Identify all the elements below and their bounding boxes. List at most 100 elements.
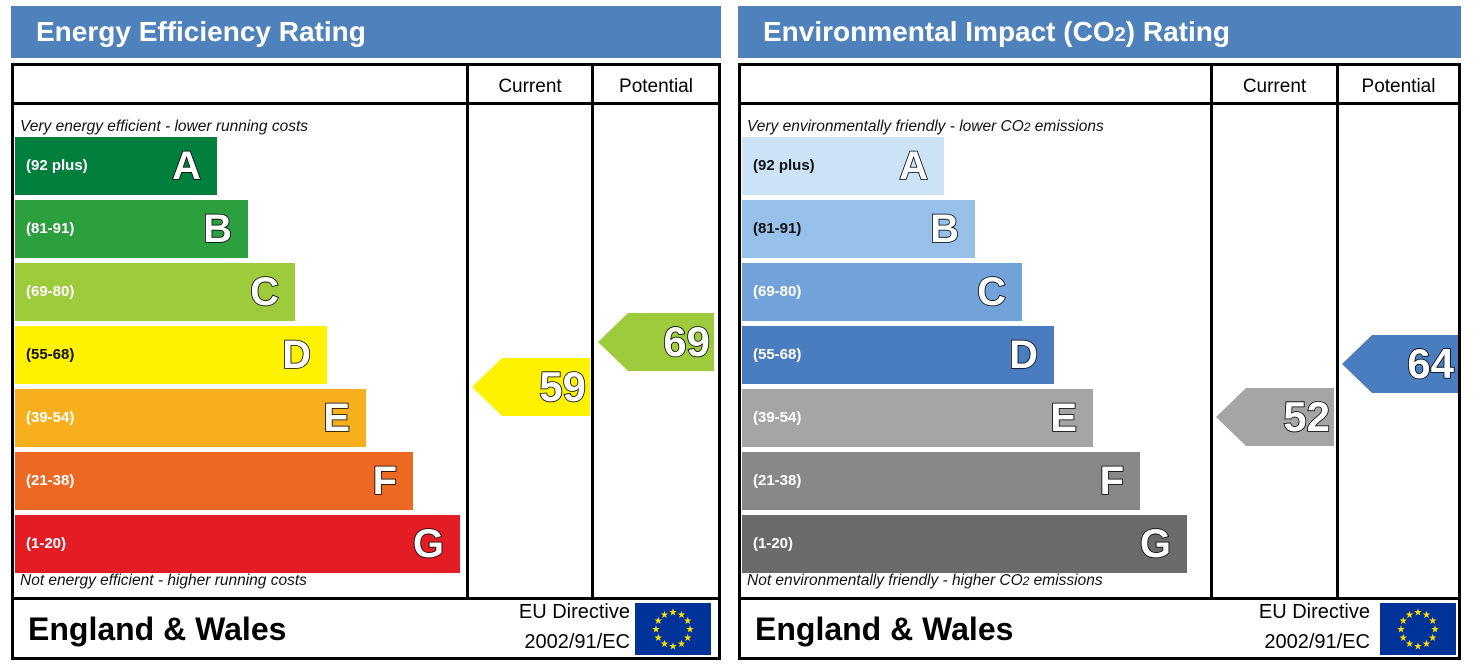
env-band-b: (81-91) B [742, 200, 975, 258]
energy-band-f-range: (21-38) [26, 472, 75, 489]
energy-eu-directive: EU Directive 2002/91/EC [519, 597, 630, 657]
energy-footer-region: England & Wales [28, 611, 287, 647]
energy-band-c-letter: C [249, 269, 279, 315]
eu-star: ★ [686, 625, 695, 636]
energy-band-c: (69-80) C [15, 263, 295, 321]
eu-star: ★ [1422, 639, 1431, 650]
env-band-d: (55-68) D [742, 326, 1054, 384]
env-band-e-letter: E [1050, 395, 1078, 441]
rating-arrow-shape [472, 357, 590, 416]
eu-star: ★ [1428, 616, 1437, 627]
eu-star: ★ [1405, 610, 1414, 621]
energy-band-g-range: (1-20) [26, 535, 67, 552]
env-band-c-letter: C [976, 269, 1006, 315]
rating-arrow-fill [598, 313, 714, 371]
energy-band-a: (92 plus) A [15, 137, 217, 195]
env-chart-frame: Current Potential Very environmentally f… [738, 63, 1461, 660]
energy-chart-frame: Current Potential Very energy efficient … [11, 63, 721, 660]
env-band-b-letter: B [929, 206, 959, 252]
energy-current-arrow: 59 [472, 357, 590, 416]
environmental-impact-chart: Environmental Impact (CO2) Rating Curren… [738, 6, 1461, 660]
energy-potential-header: Potential [619, 76, 693, 97]
rating-arrow-fill [1342, 335, 1458, 394]
energy-band-d-letter: D [281, 332, 311, 378]
env-band-a-range: (92 plus) [753, 157, 815, 174]
env-potential-arrow: 64 [1342, 335, 1458, 394]
eu-stars: ★★★★★★★★★ ★ ★★ [652, 608, 695, 653]
env-band-f: (21-38) F [742, 452, 1140, 510]
env-top-note: Very environmentally friendly - lower CO… [747, 118, 1104, 135]
eu-star: ★ [1431, 625, 1440, 636]
eu-star: ★ [683, 616, 692, 627]
eu-star: ★ [1397, 625, 1406, 636]
energy-band-f: (21-38) F [15, 452, 413, 510]
rating-arrow-value: 52 [1282, 392, 1330, 441]
env-band-c-range: (69-80) [753, 283, 802, 300]
eu-star: ★ [1428, 633, 1437, 644]
env-eu-line2: 2002/91/EC [1264, 631, 1370, 653]
env-band-f-range: (21-38) [753, 472, 802, 489]
energy-efficiency-chart: Energy Efficiency Rating Current Potenti… [11, 6, 721, 660]
env-band-c: (69-80) C [742, 263, 1022, 321]
eu-star: ★ [1422, 610, 1431, 621]
energy-eu-line1: EU Directive [518, 601, 630, 623]
eu-stars: ★★★★★★★★★ ★ ★★ [1397, 608, 1440, 653]
eu-star: ★ [654, 633, 663, 644]
eu-flag-icon: ★ ★ ★ ★ ★ ★ ★ ★ ★ ★ ★ ★ [635, 603, 711, 655]
env-band-e: (39-54) E [742, 389, 1093, 447]
energy-band-e: (39-54) E [15, 389, 366, 447]
eu-star: ★ [1414, 642, 1423, 653]
eu-star: ★ [1405, 639, 1414, 650]
env-band-d-range: (55-68) [753, 346, 802, 363]
rating-arrow-shape [1216, 387, 1334, 446]
rating-arrow-value: 64 [1406, 339, 1454, 388]
energy-bottom-note: Not energy efficient - higher running co… [20, 572, 307, 589]
env-band-b-range: (81-91) [753, 220, 802, 237]
env-band-e-range: (39-54) [753, 409, 802, 426]
env-chart-title: Environmental Impact (CO2) Rating [738, 6, 1461, 58]
env-band-a-letter: A [898, 143, 928, 189]
energy-band-b-letter: B [202, 206, 232, 252]
eu-star: ★ [683, 633, 692, 644]
env-current-arrow: 52 [1216, 387, 1334, 446]
eu-star: ★ [677, 639, 686, 650]
energy-band-g-letter: G [412, 521, 445, 567]
eu-star: ★ [677, 610, 686, 621]
env-band-g: (1-20) G [742, 515, 1187, 573]
env-bottom-note: Not environmentally friendly - higher CO… [747, 572, 1103, 589]
eu-star: ★ [660, 610, 669, 621]
eu-star: ★ [660, 639, 669, 650]
env-eu-directive: EU Directive 2002/91/EC [1259, 597, 1370, 657]
eu-star: ★ [654, 616, 663, 627]
env-band-g-letter: G [1139, 521, 1172, 567]
env-band-d-letter: D [1008, 332, 1038, 378]
rating-arrow-value: 59 [538, 362, 586, 411]
eu-star: ★ [669, 642, 678, 653]
eu-star: ★ [652, 625, 661, 636]
eu-star: ★ [1399, 616, 1408, 627]
energy-potential-arrow: 69 [598, 313, 714, 371]
energy-band-g: (1-20) G [15, 515, 460, 573]
energy-chart-title: Energy Efficiency Rating [11, 6, 721, 58]
rating-arrow-fill [1216, 387, 1334, 446]
rating-arrow-shape [598, 313, 714, 371]
env-eu-line1: EU Directive [1258, 601, 1370, 623]
eu-star: ★ [1414, 608, 1423, 619]
env-band-g-range: (1-20) [753, 535, 794, 552]
eu-flag-icon: ★ ★ ★ ★ ★ ★ ★ ★ ★ ★ ★ ★ [1380, 603, 1456, 655]
rating-arrow-value: 69 [662, 317, 710, 366]
eu-star: ★ [669, 608, 678, 619]
env-band-a: (92 plus) A [742, 137, 944, 195]
rating-arrow-shape [1342, 335, 1458, 394]
energy-band-e-letter: E [323, 395, 351, 441]
energy-band-c-range: (69-80) [26, 283, 75, 300]
energy-top-note: Very energy efficient - lower running co… [20, 118, 309, 135]
energy-band-d: (55-68) D [15, 326, 327, 384]
eu-star: ★ [1399, 633, 1408, 644]
env-potential-header: Potential [1361, 76, 1436, 97]
energy-band-d-range: (55-68) [26, 346, 75, 363]
energy-current-header: Current [498, 76, 562, 97]
env-band-f-letter: F [1099, 458, 1125, 504]
energy-band-e-range: (39-54) [26, 409, 75, 426]
energy-band-b-range: (81-91) [26, 220, 75, 237]
